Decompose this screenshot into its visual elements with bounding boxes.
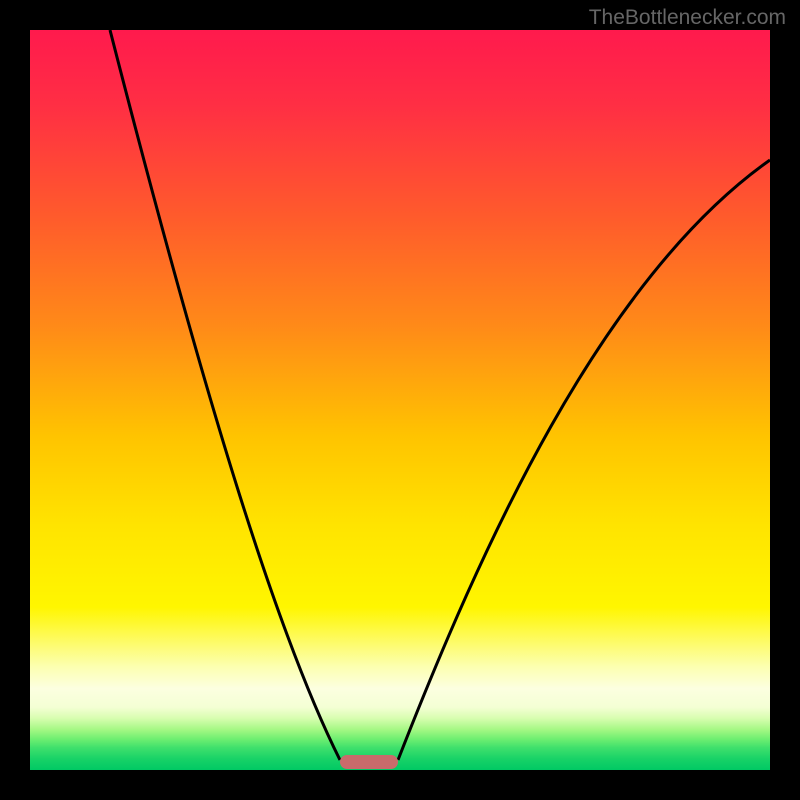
- watermark-text: TheBottlenecker.com: [589, 6, 786, 30]
- chart-container: TheBottlenecker.com: [0, 0, 800, 800]
- bottleneck-chart: [0, 0, 800, 800]
- plot-area: [30, 30, 770, 770]
- optimal-marker: [340, 755, 398, 769]
